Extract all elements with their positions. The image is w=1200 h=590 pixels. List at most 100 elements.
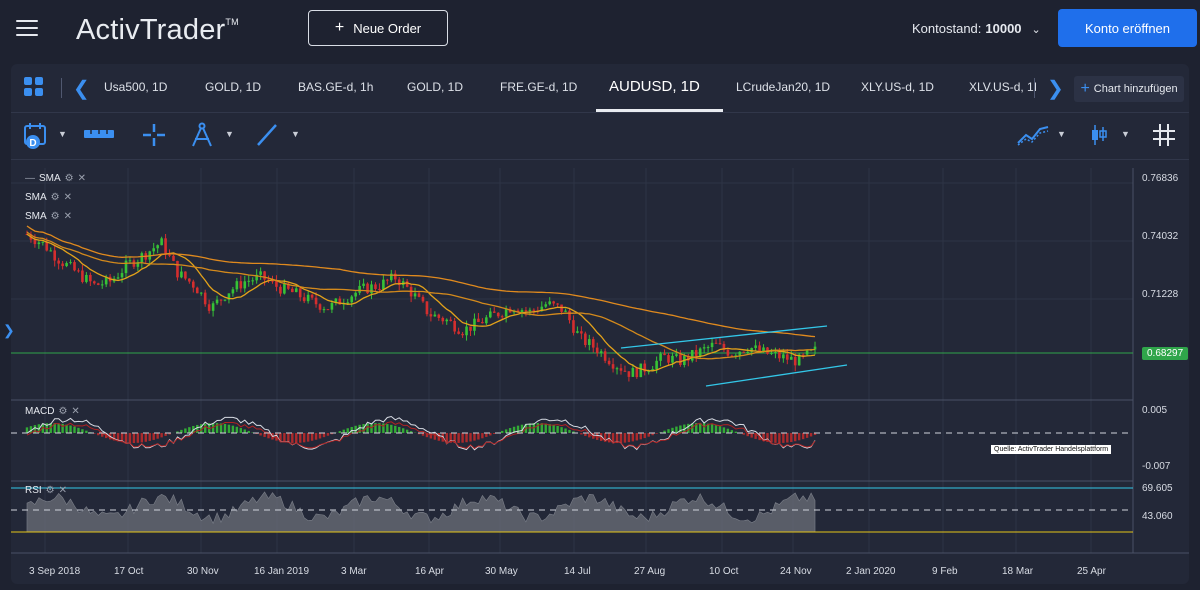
macd-bar: [251, 432, 254, 433]
tabs-scroll-left-icon[interactable]: ❮: [73, 78, 90, 100]
candle-body: [255, 274, 258, 281]
caret-down-icon[interactable]: ▼: [291, 129, 300, 139]
macd-bar: [548, 424, 551, 433]
macd-bar: [702, 423, 706, 433]
caret-down-icon[interactable]: ▼: [58, 129, 67, 139]
macd-bar: [813, 433, 817, 435]
candle-body: [45, 241, 49, 251]
macd-bar: [409, 431, 413, 433]
macd-bar: [797, 433, 801, 441]
macd-bar: [809, 433, 813, 437]
caret-down-icon[interactable]: ▼: [1057, 129, 1066, 139]
ruler-icon[interactable]: [83, 127, 115, 148]
sma-indicator-label[interactable]: SMA ⚙ ✕: [25, 211, 73, 222]
candle-body: [524, 310, 528, 312]
candle-body: [627, 371, 631, 377]
macd-bar: [663, 430, 666, 433]
settings-icon[interactable]: ⚙: [64, 173, 74, 184]
candle-body: [358, 285, 361, 293]
macd-bar: [592, 433, 595, 439]
tabs-scroll-right-icon[interactable]: ❯: [1047, 78, 1064, 100]
divider: [61, 78, 62, 98]
macd-bar: [231, 425, 235, 433]
candle-body: [73, 262, 76, 271]
candle-body: [813, 346, 817, 350]
caret-down-icon[interactable]: ▼: [225, 129, 234, 139]
trendline-icon[interactable]: [255, 123, 279, 152]
candle-body: [390, 273, 393, 281]
candle-body: [492, 311, 496, 313]
tab-usa500[interactable]: Usa500, 1D: [104, 80, 168, 94]
macd-indicator-label[interactable]: MACD ⚙ ✕: [25, 406, 80, 417]
macd-bar: [124, 433, 128, 443]
macd-bar: [247, 430, 250, 433]
macd-bar: [61, 423, 64, 433]
candle-body: [584, 333, 587, 346]
hamburger-menu-icon[interactable]: [16, 20, 38, 36]
layout-grid-icon[interactable]: [24, 77, 44, 97]
sma-indicator-label[interactable]: — SMA ⚙ ✕: [25, 173, 87, 184]
macd-bar: [714, 425, 718, 433]
sma-line-medium: [26, 231, 816, 360]
macd-bar: [338, 431, 342, 433]
macd-bar: [211, 423, 215, 433]
tab-lcrude[interactable]: LCrudeJan20, 1D: [736, 80, 831, 94]
macd-bar: [267, 433, 270, 439]
settings-icon[interactable]: ⚙: [45, 485, 55, 496]
add-chart-button[interactable]: + Chart hinzufügen: [1074, 76, 1184, 102]
macd-bar: [730, 430, 734, 433]
close-icon[interactable]: ✕: [58, 485, 68, 496]
crosshair-icon[interactable]: [142, 123, 166, 152]
time-axis-label: 3 Mar: [341, 566, 367, 577]
tab-gold-2[interactable]: GOLD, 1D: [407, 80, 464, 94]
candle-body: [576, 331, 579, 333]
candle-body: [116, 277, 120, 279]
close-icon[interactable]: ✕: [63, 192, 73, 203]
candle-body: [378, 288, 381, 290]
close-icon[interactable]: ✕: [77, 173, 87, 184]
caret-down-icon[interactable]: ▼: [1121, 129, 1130, 139]
account-balance-dropdown[interactable]: Kontostand: 10000 ⌄: [912, 21, 1041, 36]
tab-xlv[interactable]: XLV.US-d, 1I: [969, 80, 1038, 94]
last-price-tag: 0.68297: [1142, 347, 1189, 360]
chart-style-icon[interactable]: [1016, 123, 1050, 152]
macd-bar: [112, 433, 116, 441]
candle-body: [180, 271, 183, 278]
candle-body: [801, 354, 805, 356]
macd-bar: [493, 433, 496, 434]
chart-area[interactable]: — SMA ⚙ ✕ SMA ⚙ ✕ SMA ⚙ ✕ MACD ⚙ ✕ RSI ⚙ ✕ 0.76836 …: [11, 168, 1189, 584]
candle-body: [730, 355, 734, 357]
tab-fre[interactable]: FRE.GE-d, 1D: [500, 80, 578, 94]
candle-body: [675, 354, 678, 356]
calendar-d-icon[interactable]: D: [23, 122, 49, 155]
tab-bas[interactable]: BAS.GE-d, 1h: [298, 80, 374, 94]
tab-xly[interactable]: XLY.US-d, 1D: [861, 80, 934, 94]
macd-bar: [330, 433, 334, 435]
tab-audusd[interactable]: AUDUSD, 1D: [609, 78, 700, 95]
open-account-button[interactable]: Konto eröffnen: [1058, 9, 1197, 47]
candle-body: [350, 296, 353, 303]
candle-body: [188, 278, 191, 282]
macd-bar: [623, 433, 627, 443]
macd-bar: [675, 426, 678, 433]
sma-indicator-label[interactable]: SMA ⚙ ✕: [25, 192, 73, 203]
rsi-indicator-label[interactable]: RSI ⚙ ✕: [25, 485, 68, 496]
new-order-button[interactable]: + Neue Order: [308, 10, 448, 46]
close-icon[interactable]: ✕: [71, 406, 80, 417]
tab-gold[interactable]: GOLD, 1D: [205, 80, 262, 94]
grid-hash-icon[interactable]: [1152, 123, 1176, 152]
time-axis-label: 17 Oct: [114, 566, 144, 577]
close-icon[interactable]: ✕: [63, 211, 73, 222]
candlestick-icon[interactable]: [1089, 123, 1109, 152]
drawing-compass-icon[interactable]: [189, 122, 215, 153]
macd-bar: [536, 423, 540, 433]
settings-icon[interactable]: ⚙: [58, 406, 68, 417]
chart-toolbar: D ▼ ▼ ▼ ▼ ▼: [11, 113, 1189, 160]
expand-left-panel-icon[interactable]: ❯: [3, 322, 15, 338]
settings-icon[interactable]: ⚙: [50, 211, 60, 222]
candle-body: [560, 304, 563, 312]
macd-bar: [544, 423, 547, 433]
settings-icon[interactable]: ⚙: [50, 192, 60, 203]
macd-bar: [168, 433, 171, 435]
candle-body: [797, 354, 801, 366]
